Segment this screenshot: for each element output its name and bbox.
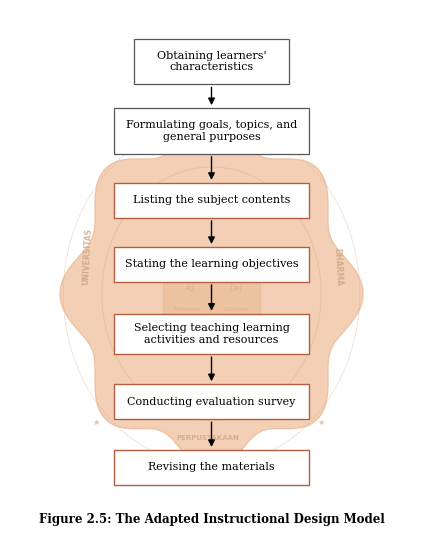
FancyBboxPatch shape [114, 314, 309, 354]
FancyBboxPatch shape [114, 108, 309, 154]
Text: YOGYAKARTA: YOGYAKARTA [181, 459, 233, 465]
Text: DHARMA: DHARMA [332, 248, 343, 287]
Text: Maiorem: Maiorem [173, 307, 201, 312]
Text: Gloriam: Gloriam [223, 307, 248, 312]
FancyBboxPatch shape [114, 384, 309, 419]
FancyBboxPatch shape [114, 247, 309, 282]
Text: Dei: Dei [230, 284, 242, 293]
Text: ★: ★ [317, 417, 325, 427]
FancyBboxPatch shape [114, 450, 309, 485]
Text: PERPUSTAKAAN: PERPUSTAKAAN [176, 435, 239, 441]
Text: Ad: Ad [184, 284, 194, 293]
Text: UNIVERSITAS: UNIVERSITAS [82, 228, 93, 285]
Text: Stating the learning objectives: Stating the learning objectives [125, 259, 298, 269]
Text: Selecting teaching learning
activities and resources: Selecting teaching learning activities a… [134, 323, 289, 345]
Text: Conducting evaluation survey: Conducting evaluation survey [127, 397, 296, 407]
Text: ★: ★ [92, 417, 99, 427]
Text: S  A  N  A  T  A: S A N A T A [212, 149, 269, 155]
Text: Revising the materials: Revising the materials [148, 463, 275, 473]
Text: Figure 2.5: The Adapted Instructional Design Model: Figure 2.5: The Adapted Instructional De… [38, 513, 385, 526]
Text: Obtaining learners'
characteristics: Obtaining learners' characteristics [157, 51, 266, 72]
FancyBboxPatch shape [114, 183, 309, 218]
FancyBboxPatch shape [135, 39, 288, 84]
Text: Listing the subject contents: Listing the subject contents [133, 196, 290, 205]
Polygon shape [60, 119, 363, 469]
Text: Formulating goals, topics, and
general purposes: Formulating goals, topics, and general p… [126, 120, 297, 142]
Polygon shape [163, 272, 260, 342]
